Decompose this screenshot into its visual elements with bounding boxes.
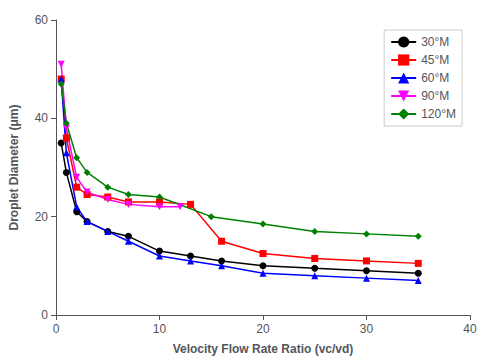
svg-text:120°M: 120°M — [421, 107, 456, 121]
svg-text:20: 20 — [256, 322, 270, 336]
svg-text:40: 40 — [35, 111, 49, 125]
svg-text:45°M: 45°M — [421, 53, 449, 67]
svg-text:Velocity Flow Rate Ratio (vc/v: Velocity Flow Rate Ratio (vc/vd) — [173, 342, 354, 356]
svg-text:90°M: 90°M — [421, 89, 449, 103]
svg-text:40: 40 — [463, 322, 477, 336]
svg-text:60°M: 60°M — [421, 71, 449, 85]
svg-text:Droplet Diameter (μm): Droplet Diameter (μm) — [7, 104, 21, 230]
svg-text:0: 0 — [41, 308, 48, 322]
svg-text:60: 60 — [35, 13, 49, 27]
svg-text:0: 0 — [53, 322, 60, 336]
svg-text:10: 10 — [153, 322, 167, 336]
svg-text:30: 30 — [360, 322, 374, 336]
svg-text:20: 20 — [35, 210, 49, 224]
svg-text:30°M: 30°M — [421, 35, 449, 49]
